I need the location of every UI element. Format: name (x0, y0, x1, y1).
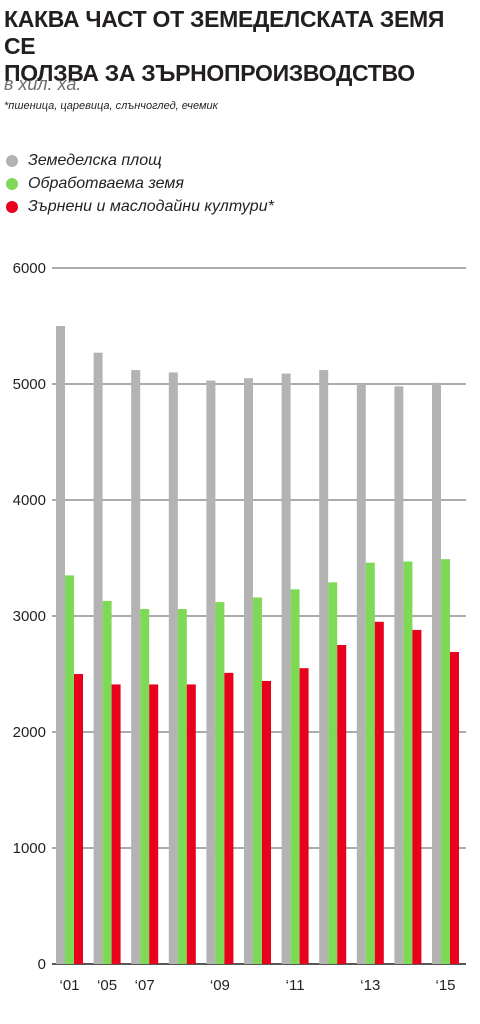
legend-dot-grey (6, 155, 18, 167)
bar (65, 575, 74, 964)
bar (253, 597, 262, 964)
bar (102, 600, 112, 964)
bar (403, 561, 413, 964)
bar (177, 609, 187, 964)
bar-chart: 0 1000 2000 3000 4000 5000 6000 ‘01 ‘05 ‘07 ‘09 ‘11… (13, 260, 466, 994)
chart-title-line-1: КАКВА ЧАСТ ОТ ЗЕМЕДЕЛСКАТА ЗЕМЯ СЕ (4, 6, 445, 59)
bar (186, 684, 196, 964)
x-tick-label: ‘11 (286, 977, 305, 994)
bar (450, 651, 459, 964)
y-tick-label: 0 (38, 956, 46, 973)
bar (56, 326, 65, 964)
bar (262, 680, 271, 964)
bar (168, 372, 178, 964)
x-tick-label: ‘05 (97, 977, 117, 994)
bar (299, 668, 309, 964)
bar (140, 609, 150, 964)
legend-item-arable-land: Обработваема земя (6, 173, 274, 195)
x-tick-label: ‘01 (59, 977, 79, 994)
bar (149, 684, 159, 964)
x-tick-label: ‘15 (435, 977, 455, 994)
bar (224, 672, 234, 964)
bar (365, 562, 375, 964)
chart-title: КАКВА ЧАСТ ОТ ЗЕМЕДЕЛСКАТА ЗЕМЯ СЕ ПОЛЗВ… (4, 6, 474, 87)
bar (374, 621, 384, 964)
legend-item-grain-oilseed-crops: Зърнени и маслодайни култури* (6, 196, 274, 218)
bar (412, 629, 422, 964)
y-tick-label: 5000 (13, 376, 46, 393)
bar (290, 589, 300, 964)
x-tick-label: ‘13 (360, 977, 380, 994)
y-tick-label: 6000 (13, 260, 46, 277)
bar (244, 378, 253, 964)
bar (215, 602, 225, 964)
x-tick-label: ‘09 (210, 977, 230, 994)
legend-label: Обработваема земя (28, 175, 184, 192)
bar (394, 386, 404, 964)
bar (74, 674, 83, 964)
x-tick-label: ‘07 (135, 977, 155, 994)
bar (206, 380, 216, 964)
bar (93, 352, 103, 964)
bar (328, 582, 338, 964)
chart-subtitle: в хил. ха. (4, 74, 82, 94)
y-tick-label: 2000 (13, 724, 46, 741)
chart-title-line-2: ПОЛЗВА ЗА ЗЪРНОПРОИЗВОДСТВО (4, 60, 415, 86)
legend-item-agricultural-area: Земеделска площ (6, 150, 274, 172)
bar (441, 559, 450, 964)
bar (319, 370, 329, 964)
y-tick-label: 4000 (13, 492, 46, 509)
bar (356, 384, 366, 964)
bar (281, 373, 291, 964)
legend-label: Зърнени и маслодайни култури* (28, 198, 274, 215)
legend-dot-red (6, 201, 18, 213)
legend-label: Земеделска площ (28, 152, 162, 169)
y-tick-label: 3000 (13, 608, 46, 625)
bar (131, 370, 141, 964)
y-tick-label: 1000 (13, 840, 46, 857)
bar (432, 382, 441, 965)
chart-legend: Земеделска площ Обработваема земя Зърнен… (6, 150, 274, 219)
chart-footnote: *пшеница, царевица, слънчоглед, ечемик (4, 100, 218, 112)
bar (337, 645, 347, 964)
legend-dot-green (6, 178, 18, 190)
bar (111, 684, 121, 964)
